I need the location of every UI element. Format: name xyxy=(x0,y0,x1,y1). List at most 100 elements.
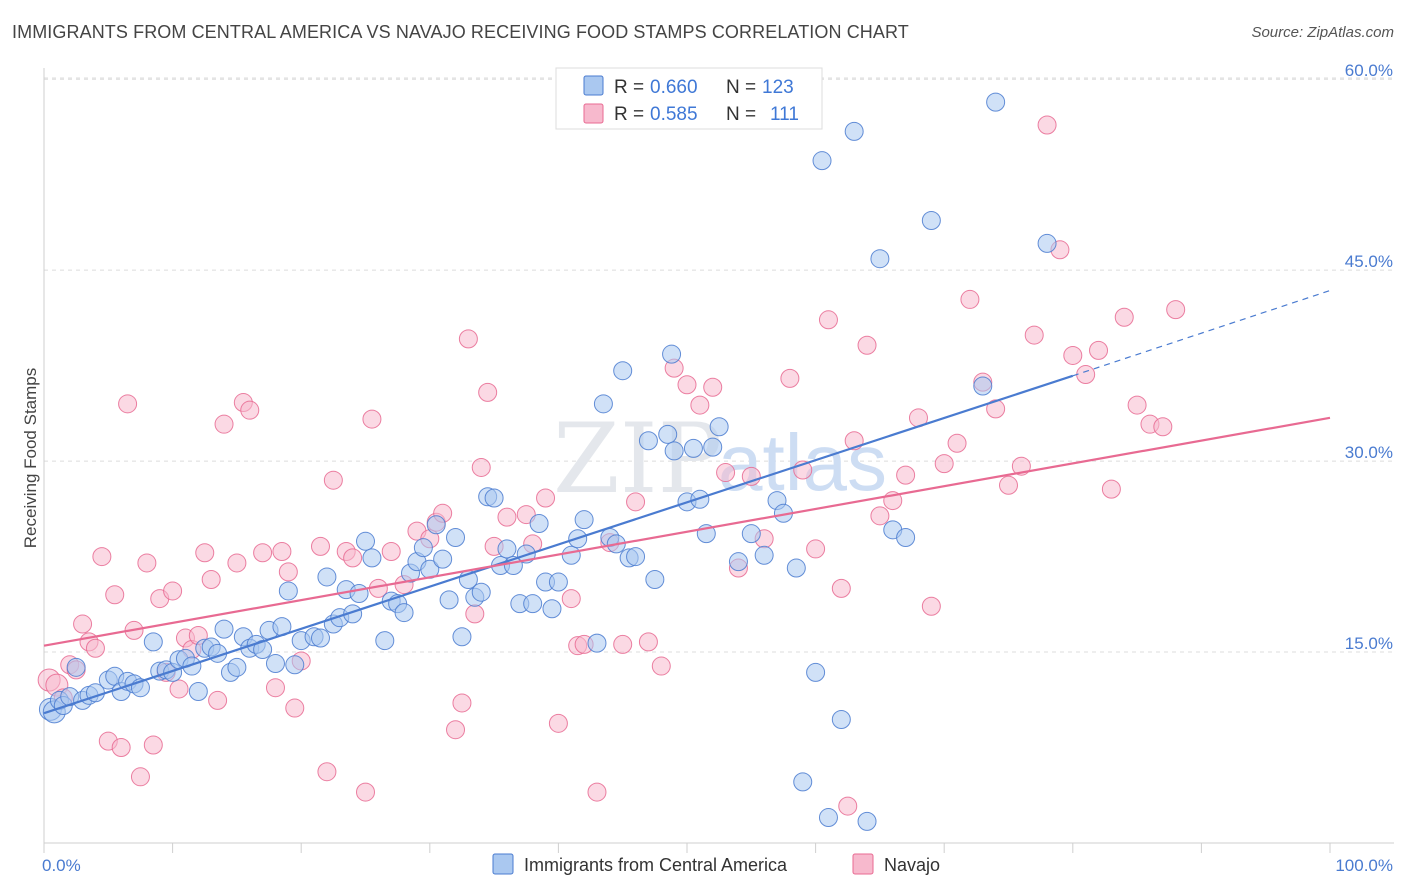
central-america-point xyxy=(446,527,466,547)
navajo-point xyxy=(1153,417,1173,437)
central-america-point xyxy=(741,524,761,544)
source-attribution: Source: ZipAtlas.com xyxy=(1251,24,1394,41)
navajo-point xyxy=(92,547,112,567)
navajo-point xyxy=(85,638,105,658)
navajo-point xyxy=(1101,479,1121,499)
bottom-legend-swatch-pink xyxy=(852,853,874,875)
central-america-point xyxy=(973,376,993,396)
central-america-point xyxy=(278,581,298,601)
navajo-point xyxy=(73,614,93,634)
central-america-point xyxy=(413,538,433,558)
navajo-point xyxy=(806,539,826,559)
navajo-point xyxy=(214,414,234,434)
legend-swatch-pink xyxy=(583,103,604,124)
central-america-point xyxy=(574,510,594,530)
central-america-point xyxy=(683,438,703,458)
navajo-point xyxy=(356,782,375,802)
navajo-point xyxy=(1166,300,1186,320)
central-america-point xyxy=(394,603,414,623)
navajo-point xyxy=(310,536,330,556)
trend-line-central-america-extension xyxy=(1072,289,1331,377)
central-america-point xyxy=(812,151,832,171)
central-america-point xyxy=(471,582,491,602)
navajo-point xyxy=(651,656,671,676)
central-america-points xyxy=(38,92,1057,831)
navajo-point xyxy=(317,762,337,782)
central-america-point xyxy=(66,657,86,677)
navajo-point xyxy=(240,400,260,420)
navajo-point xyxy=(458,329,478,349)
central-america-point xyxy=(587,633,607,653)
central-america-point xyxy=(349,583,369,603)
central-america-point xyxy=(188,682,208,702)
central-america-point xyxy=(709,417,729,437)
central-america-point xyxy=(182,656,202,676)
x-tick-label-max: 100.0% xyxy=(1335,856,1393,875)
navajo-point xyxy=(208,690,228,710)
trend-line-central-america xyxy=(43,374,1074,715)
central-america-point xyxy=(896,527,916,547)
navajo-point xyxy=(227,553,247,573)
central-america-point xyxy=(529,513,549,533)
central-america-point xyxy=(439,590,459,610)
navajo-point xyxy=(626,492,646,512)
navajo-point xyxy=(497,507,517,527)
legend-r-label-blue: R = xyxy=(614,77,644,98)
navajo-point xyxy=(896,465,916,485)
navajo-point xyxy=(587,782,607,802)
navajo-point xyxy=(934,454,954,474)
central-america-point xyxy=(818,808,838,828)
navajo-point xyxy=(947,433,967,453)
legend-swatch-blue xyxy=(583,75,604,96)
navajo-point xyxy=(1037,115,1057,135)
legend-r-label-pink: R = xyxy=(614,104,644,125)
central-america-point xyxy=(497,539,517,559)
legend-r-value-blue: 0.660 xyxy=(650,77,698,98)
central-america-point xyxy=(645,569,665,589)
navajo-point xyxy=(265,678,285,698)
navajo-point xyxy=(999,475,1018,495)
navajo-point xyxy=(838,796,858,816)
navajo-point xyxy=(703,377,723,397)
central-america-point xyxy=(831,710,851,730)
navajo-point xyxy=(870,506,890,526)
central-america-point xyxy=(986,92,1006,112)
navajo-point xyxy=(362,409,382,429)
central-america-point xyxy=(844,121,864,141)
central-america-point xyxy=(786,558,806,578)
navajo-point xyxy=(272,541,292,561)
navajo-point xyxy=(201,569,221,589)
trend-line-navajo xyxy=(43,416,1331,647)
central-america-point xyxy=(452,627,472,647)
stats-legend: R = 0.660 N = 123 R = 0.585 N = 111 xyxy=(555,67,823,130)
navajo-point xyxy=(638,632,658,652)
legend-r-value-pink: 0.585 xyxy=(650,104,698,125)
navajo-point xyxy=(452,693,472,713)
central-america-point xyxy=(728,552,748,572)
trend-lines xyxy=(43,289,1331,715)
central-america-point xyxy=(638,431,658,451)
central-america-point xyxy=(523,594,543,614)
navajo-point xyxy=(561,589,581,609)
navajo-point xyxy=(195,543,215,563)
navajo-point xyxy=(857,335,877,355)
y-tick-label: 60.0% xyxy=(1345,61,1393,80)
bottom-legend-label-pink: Navajo xyxy=(884,855,940,875)
bottom-legend-label-blue: Immigrants from Central America xyxy=(524,855,788,875)
central-america-point xyxy=(921,211,941,231)
central-america-point xyxy=(548,572,568,592)
navajo-point xyxy=(471,457,491,477)
central-america-point xyxy=(433,549,453,569)
y-tick-label: 30.0% xyxy=(1345,443,1393,462)
central-america-point xyxy=(285,655,305,675)
navajo-point xyxy=(323,470,343,490)
navajo-point xyxy=(921,596,941,616)
navajo-point xyxy=(1127,395,1147,415)
navajo-point xyxy=(677,375,697,395)
navajo-points xyxy=(37,115,1186,816)
navajo-point xyxy=(253,543,273,563)
navajo-point xyxy=(818,310,838,330)
central-america-point xyxy=(214,619,234,639)
central-america-point xyxy=(703,437,723,457)
